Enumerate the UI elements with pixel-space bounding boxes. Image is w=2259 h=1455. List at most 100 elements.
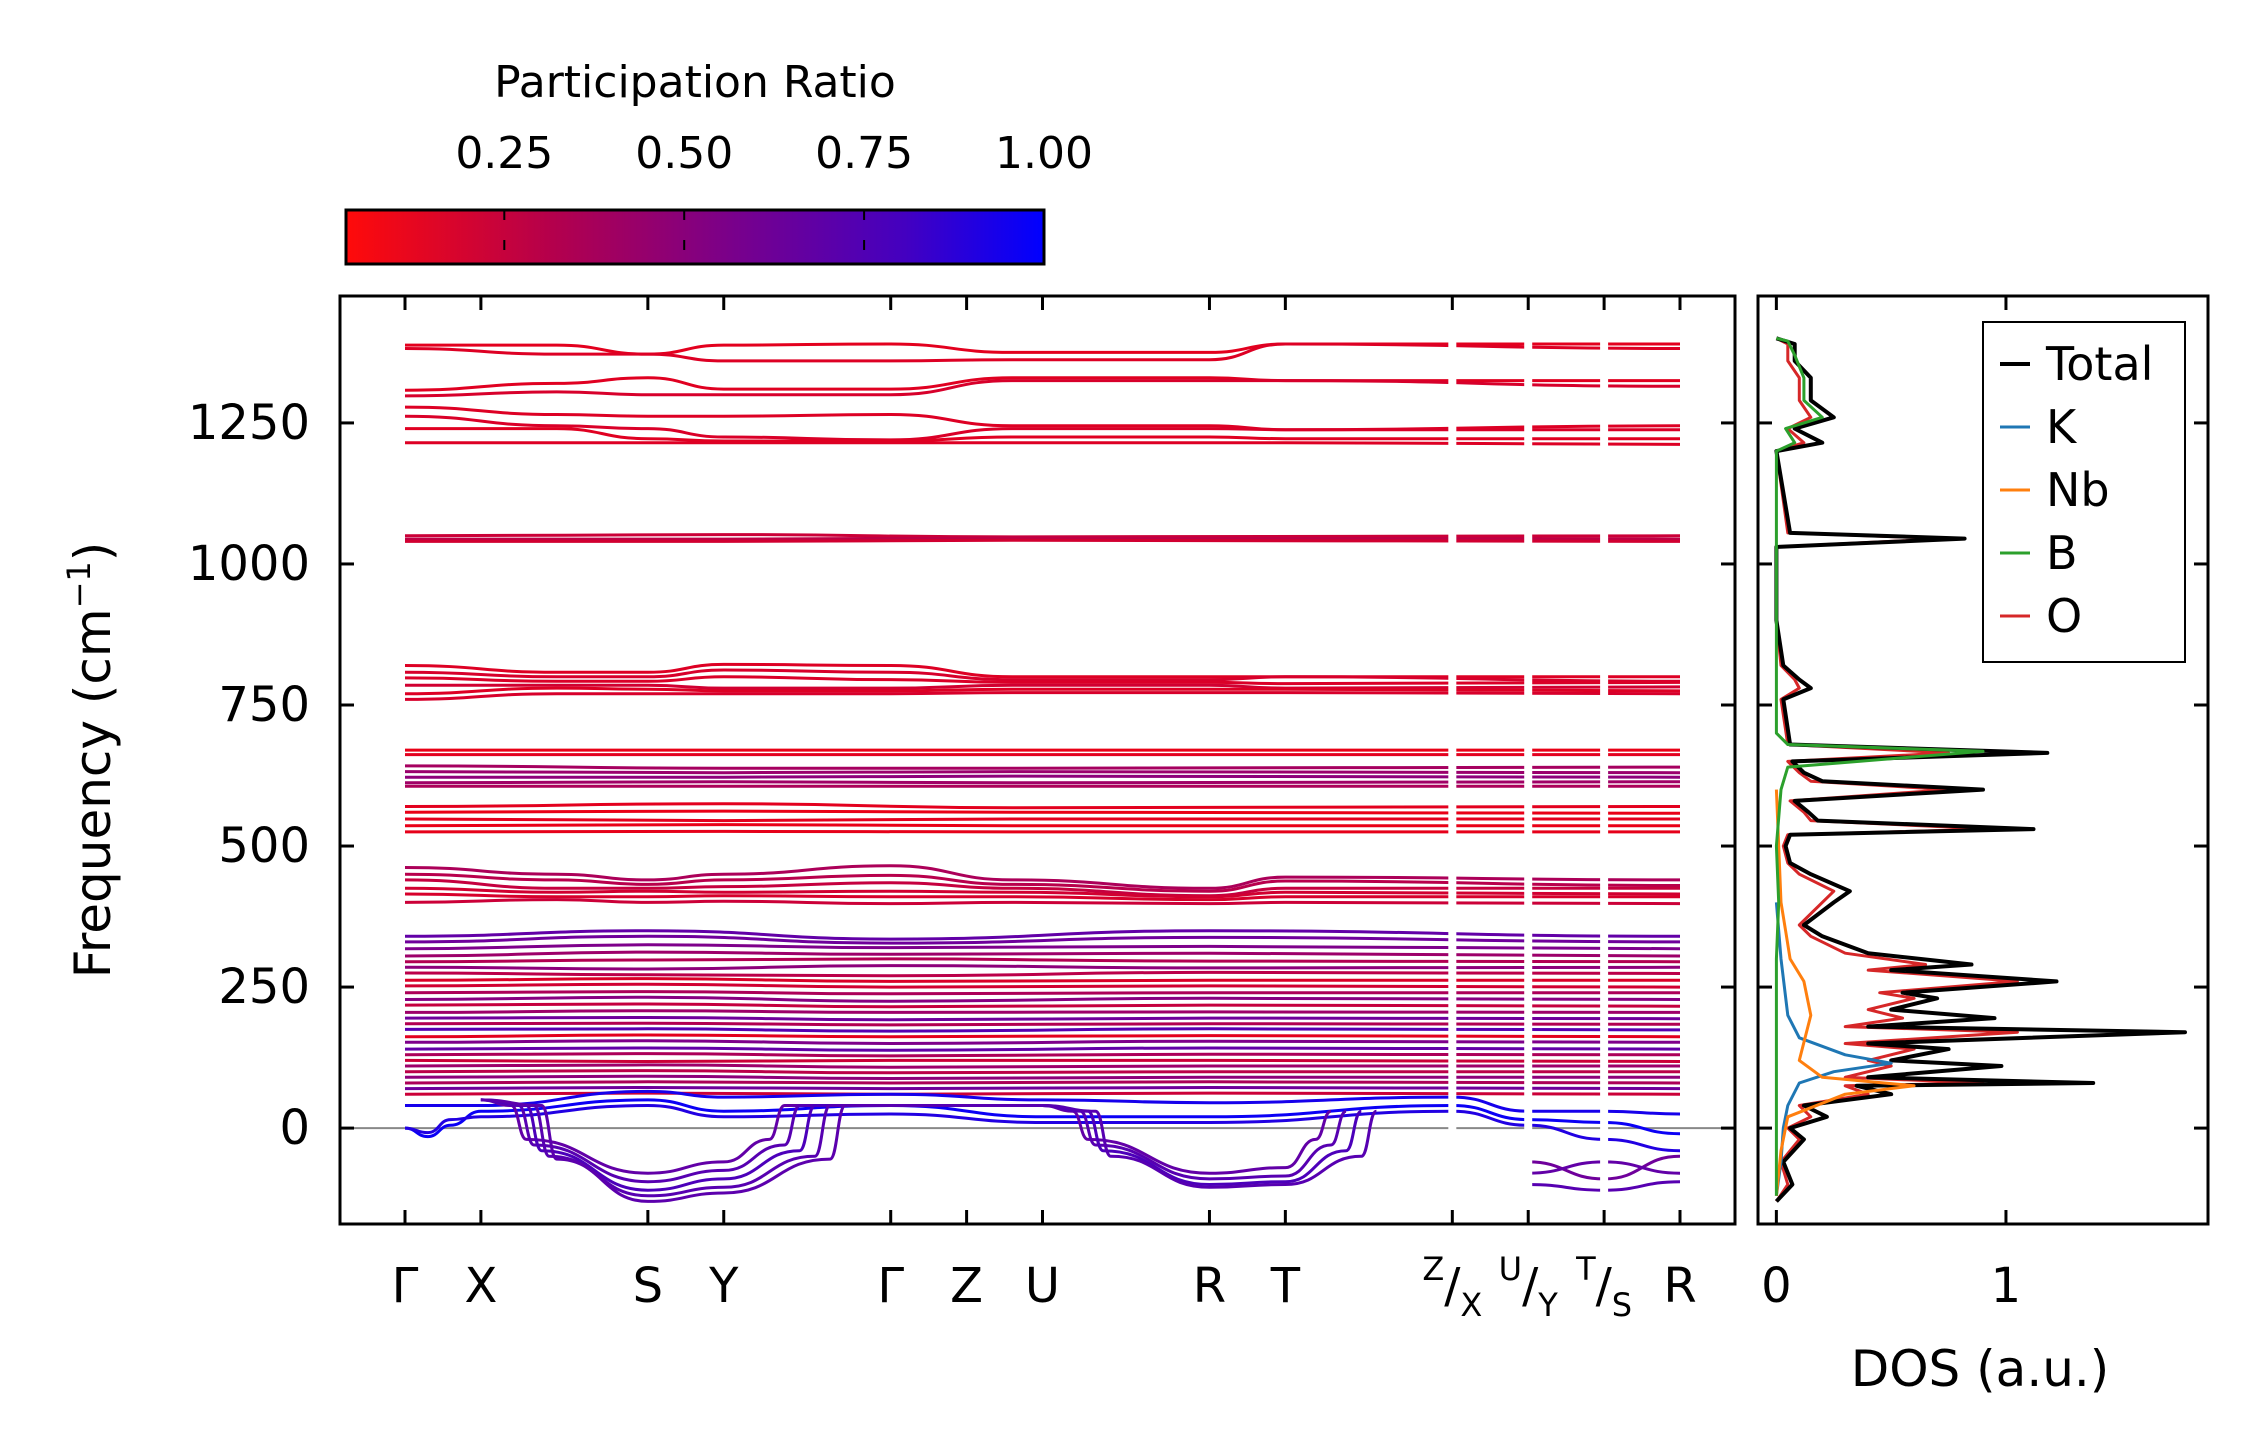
high-symmetry-point-label: Γ [392, 1258, 419, 1314]
phonon-band [405, 774, 1681, 779]
phonon-band [404, 675, 1681, 686]
phonon-band [404, 1058, 1681, 1064]
high-symmetry-point-label: U [1025, 1258, 1060, 1314]
phonon-band [404, 982, 1681, 989]
phonon-band [404, 1033, 1681, 1039]
phonon-band [404, 533, 1681, 539]
phonon-band [404, 886, 1681, 899]
phonon-band [404, 1046, 1681, 1052]
phonon-band [480, 1098, 1347, 1184]
legend-label-b: B [2046, 526, 2078, 580]
dos-series-nb [1774, 789, 1916, 1196]
phonon-band [404, 668, 1681, 683]
phonon-band [404, 934, 1681, 945]
segment-break [1524, 336, 1533, 1224]
phonon-band [404, 990, 1680, 996]
phonon-band [404, 878, 1680, 898]
phonon-band [404, 1091, 1681, 1096]
phonon-band [404, 1039, 1681, 1046]
colorbar-tick-label: 0.25 [455, 128, 553, 179]
dos-series-total [1774, 336, 2187, 1203]
dos-x-tick-label: 1 [1991, 1258, 2022, 1314]
y-tick-label: 500 [218, 818, 310, 874]
phonon-band [404, 1074, 1680, 1081]
colorbar-title: Participation Ratio [494, 57, 896, 108]
y-axis-label: Frequency (cm−1) [60, 542, 122, 979]
dos-legend: Total K Nb BO [1982, 321, 2186, 663]
legend-label-nb: Nb [2046, 463, 2110, 517]
high-symmetry-point-label: S [633, 1258, 663, 1314]
high-symmetry-point-label: Z/X [1422, 1250, 1482, 1324]
phonon-band [404, 1103, 1681, 1153]
phonon-band [404, 662, 1680, 679]
band-lines [340, 336, 1735, 1224]
phonon-band [480, 1098, 847, 1203]
dos-plot-frame [1756, 294, 2210, 1226]
segment-break [1600, 336, 1609, 1224]
colorbar-tick-label: 1.00 [995, 128, 1093, 179]
phonon-band [404, 929, 1681, 941]
legend-label-k: K [2046, 400, 2078, 454]
phonon-band [404, 1080, 1681, 1085]
colorbar-tick-label: 0.75 [815, 128, 913, 179]
phonon-band [404, 1015, 1681, 1022]
phonon-band [404, 950, 1681, 958]
dos-x-tick-label: 0 [1761, 1258, 1792, 1314]
legend-label-total: Total [2045, 337, 2153, 391]
phonon-band [404, 802, 1681, 810]
phonon-band [405, 427, 1680, 443]
dos-series-b [1774, 336, 1985, 1196]
y-tick-label: 0 [279, 1100, 310, 1156]
y-tick-label: 1250 [188, 395, 310, 451]
high-symmetry-point-label: T [1270, 1258, 1301, 1314]
colorbar: Participation Ratio 0.25 0.50 0.75 1.00 [344, 57, 1093, 266]
phonon-band [404, 536, 1681, 541]
colorbar-ticks: 0.25 0.50 0.75 1.00 [455, 128, 1093, 264]
phonon-band [404, 780, 1681, 785]
high-symmetry-point-label: Y [708, 1258, 739, 1314]
phonon-band [404, 770, 1681, 775]
phonon-band [404, 686, 1681, 696]
y-tick-label: 1000 [188, 536, 310, 592]
legend-label-o: O [2046, 589, 2082, 643]
band-plot-frame [338, 294, 1737, 1226]
colorbar-gradient [344, 208, 1046, 266]
phonon-band [404, 691, 1681, 701]
high-symmetry-point-label: X [464, 1258, 497, 1314]
high-symmetry-point-label: Z [950, 1258, 983, 1314]
phonon-band [404, 817, 1680, 823]
phonon-band [404, 823, 1680, 828]
phonon-band [404, 1027, 1681, 1033]
dos-x-axis-label: DOS (a.u.) [1851, 1340, 2110, 1398]
high-symmetry-point-label: T/S [1575, 1250, 1632, 1324]
phonon-band [405, 441, 1681, 446]
phonon-band [404, 829, 1680, 834]
phonon-band [480, 1098, 1332, 1175]
phonon-band [404, 1069, 1680, 1075]
phonon-band [404, 379, 1681, 398]
phonon-band [404, 414, 1680, 442]
high-symmetry-point-label: U/Y [1499, 1250, 1559, 1324]
high-symmetry-point-label: R [1193, 1258, 1226, 1314]
legend-frame [1982, 321, 2186, 663]
phonon-band [404, 964, 1681, 971]
phonon-band [404, 898, 1681, 906]
phonon-band [404, 764, 1681, 770]
phonon-band [404, 809, 1681, 815]
phonon-band [404, 1098, 1681, 1139]
phonon-band [404, 1063, 1680, 1069]
phonon-band [405, 538, 1681, 543]
band-plot-y-axis: 0 250 500 750 1000 1250 [188, 395, 1735, 1156]
high-symmetry-point-label: Γ [877, 1258, 904, 1314]
segment-break [1448, 336, 1457, 1224]
phonon-band [404, 995, 1681, 1003]
phonon-band [404, 943, 1681, 951]
dos-lines [1774, 336, 2187, 1203]
phonon-band [404, 342, 1681, 363]
phonon-band [404, 1052, 1681, 1058]
colorbar-tick-label: 0.50 [635, 128, 733, 179]
high-symmetry-point-label: R [1663, 1258, 1696, 1314]
y-tick-label: 750 [218, 677, 310, 733]
